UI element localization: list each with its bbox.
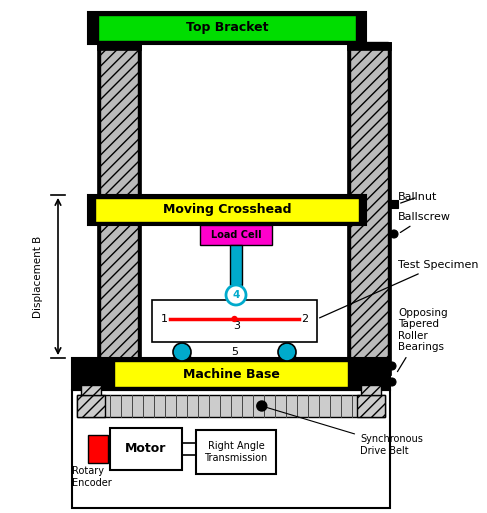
Text: Ballnut: Ballnut xyxy=(398,192,437,203)
Bar xyxy=(95,198,359,222)
Bar xyxy=(347,42,391,50)
Bar xyxy=(88,195,366,225)
Text: 1: 1 xyxy=(161,314,168,324)
Bar xyxy=(361,385,381,395)
Bar xyxy=(350,42,388,375)
Bar xyxy=(100,42,138,375)
Text: Motor: Motor xyxy=(125,443,167,456)
Circle shape xyxy=(390,230,398,238)
Bar xyxy=(72,358,390,390)
Text: Moving Crosshead: Moving Crosshead xyxy=(163,204,291,216)
Text: 2: 2 xyxy=(301,314,309,324)
Circle shape xyxy=(388,378,396,386)
Circle shape xyxy=(278,343,296,361)
Bar xyxy=(357,395,385,417)
Text: Opposing
Tapered
Roller
Bearings: Opposing Tapered Roller Bearings xyxy=(397,308,448,371)
Bar xyxy=(97,42,141,50)
Bar xyxy=(72,390,390,508)
Bar xyxy=(77,395,385,417)
Bar xyxy=(390,200,398,208)
Bar xyxy=(81,385,101,395)
Text: Ballscrew: Ballscrew xyxy=(398,212,451,232)
Bar xyxy=(388,42,391,375)
Bar xyxy=(77,395,105,417)
Bar xyxy=(347,42,350,375)
Bar xyxy=(230,245,242,285)
Text: Test Specimen: Test Specimen xyxy=(319,260,479,318)
Bar xyxy=(138,42,141,375)
Bar xyxy=(110,428,182,470)
Bar xyxy=(279,352,295,358)
Bar xyxy=(98,15,356,41)
Bar xyxy=(114,361,348,387)
Bar xyxy=(200,225,272,245)
Text: Top Bracket: Top Bracket xyxy=(186,22,268,34)
Text: Machine Base: Machine Base xyxy=(183,367,280,381)
Bar xyxy=(97,42,100,375)
Text: 5: 5 xyxy=(231,347,238,357)
Circle shape xyxy=(173,343,191,361)
Bar xyxy=(196,430,276,474)
Bar xyxy=(88,12,366,44)
Text: 3: 3 xyxy=(233,321,240,331)
Text: Load Cell: Load Cell xyxy=(211,230,262,240)
Text: Synchronous
Drive Belt: Synchronous Drive Belt xyxy=(264,407,423,456)
Bar xyxy=(152,300,317,342)
Circle shape xyxy=(226,285,246,305)
Text: Rotary
Encoder: Rotary Encoder xyxy=(72,466,112,488)
Text: Right Angle
Transmission: Right Angle Transmission xyxy=(205,441,268,463)
Text: Displacement B: Displacement B xyxy=(33,235,43,318)
Circle shape xyxy=(388,362,396,370)
Bar xyxy=(88,435,108,463)
Circle shape xyxy=(232,317,237,322)
Text: 4: 4 xyxy=(232,290,240,300)
Circle shape xyxy=(257,401,267,411)
Bar xyxy=(174,352,190,358)
